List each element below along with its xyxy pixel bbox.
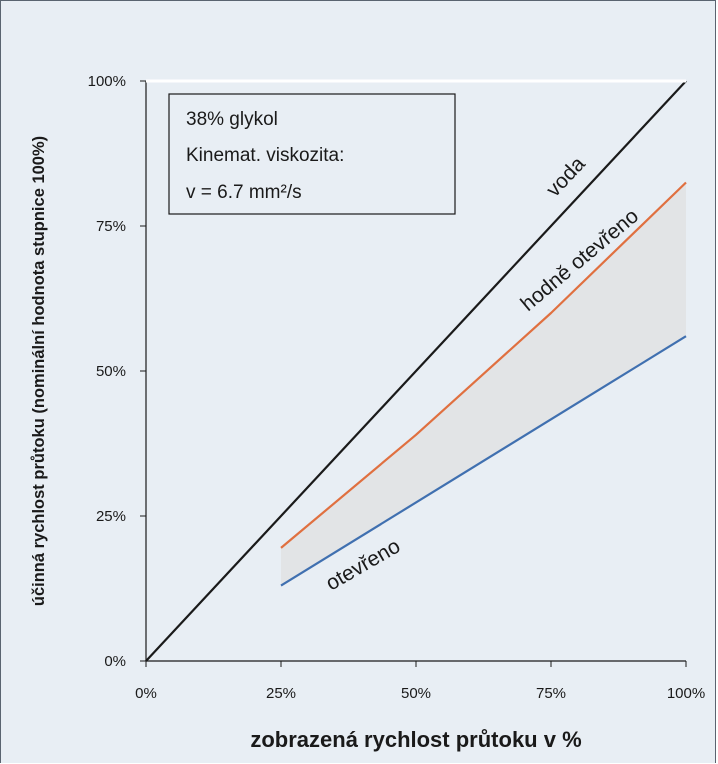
x-tick-label: 100% (667, 685, 705, 702)
band-layer (281, 182, 686, 586)
y-tick-label: 0% (104, 653, 126, 670)
x-tick-label: 75% (536, 685, 566, 702)
series-line-1 (280, 181, 687, 549)
info-line-glycol: 38% glykol (186, 109, 278, 130)
y-tick-label: 100% (88, 73, 126, 90)
y-tick-label: 50% (96, 363, 126, 380)
y-tick-label: 75% (96, 218, 126, 235)
series-line-0 (145, 80, 687, 662)
y-axis-title: účinná rychlost průtoku (nominální hodno… (30, 136, 48, 606)
info-line-viscosity-value: v = 6.7 mm²/s (186, 182, 302, 203)
series-line-2 (280, 335, 687, 587)
ticks-layer: 0% 25% 50% 75% 100% 0% 25% 50% 75% 100% (88, 73, 706, 702)
x-axis-title: zobrazená rychlost průtoku v % (250, 727, 581, 752)
y-tick-label: 25% (96, 508, 126, 525)
x-tick-label: 0% (135, 685, 157, 702)
info-line-viscosity-label: Kinemat. viskozita: (186, 145, 344, 166)
info-box-frame (168, 93, 456, 215)
x-tick-label: 50% (401, 685, 431, 702)
shaded-band (281, 182, 686, 586)
x-tick-label: 25% (266, 685, 296, 702)
lines-layer (145, 80, 687, 662)
info-box: 38% glykol Kinemat. viskozita: v = 6.7 m… (168, 93, 456, 215)
